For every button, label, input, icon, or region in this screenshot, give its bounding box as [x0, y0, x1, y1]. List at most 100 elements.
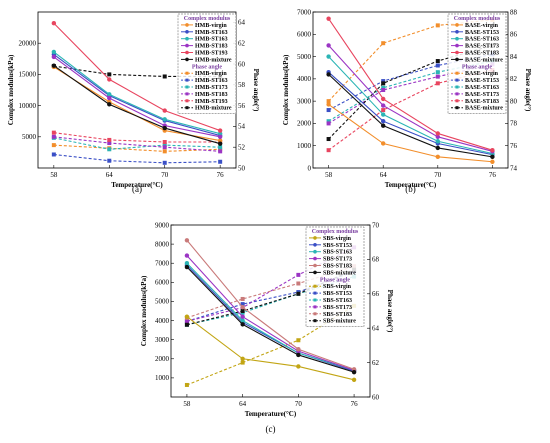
legend-heading: Phase angle: [320, 277, 351, 283]
modulus-line: [186, 255, 355, 371]
panel-label: (c): [266, 424, 276, 434]
phase-angle-point: [240, 302, 245, 307]
y-tick-label: 3000: [155, 336, 170, 344]
y2-tick-label: 54: [238, 123, 246, 131]
phase-angle-point: [381, 79, 386, 84]
modulus-line: [186, 316, 355, 381]
y2-axis-label: Phase angle(°): [386, 290, 394, 333]
phase-angle-point: [381, 81, 386, 86]
modulus-series: [326, 72, 495, 160]
panel-label: (b): [405, 184, 416, 194]
legend-entry: BASE-ST163: [465, 85, 499, 91]
legend-entry: SBS-ST163: [323, 250, 352, 256]
y-tick-label: 0: [308, 164, 312, 172]
modulus-point: [326, 54, 331, 59]
legend-entry: HMB-virgin: [195, 23, 227, 29]
legend-heading: Complex modulus: [454, 16, 501, 22]
legend: Complex modulusSBS-virginSBS-ST153SBS-ST…: [305, 226, 365, 327]
phase-angle-point: [162, 145, 167, 150]
legend-swatch-marker: [313, 284, 317, 288]
legend-entry: HMB-ST183: [195, 92, 228, 98]
y-tick-label: 6000: [297, 31, 312, 39]
modulus-series: [51, 54, 223, 139]
y2-tick-label: 50: [238, 164, 246, 172]
modulus-point: [490, 154, 495, 160]
chart-panel-c: 58 64 70 76 1000 2000 3000 4000 5000 6000 7000 8000…: [140, 221, 394, 434]
legend-swatch-marker: [455, 30, 459, 34]
phase-angle-point: [326, 99, 331, 104]
modulus-line: [328, 104, 493, 163]
phase-angle-point: [435, 23, 440, 28]
phase-angle-series: [51, 135, 223, 152]
modulus-point: [435, 145, 440, 151]
legend-heading: Phase angle: [192, 64, 223, 70]
phase-angle-series: [51, 152, 223, 165]
legend-swatch-marker: [313, 298, 317, 302]
legend-swatch-marker: [185, 106, 189, 110]
y2-tick-label: 52: [238, 144, 246, 152]
legend-entry: SBS-mixture: [323, 319, 356, 325]
phase-angle-point: [162, 160, 167, 165]
legend-swatch-marker: [313, 291, 317, 295]
legend: Complex modulusHMB-virginHMB-ST163HMB-ST…: [177, 13, 237, 114]
plot-frame: [312, 11, 509, 169]
y-tick-label: 6000: [155, 279, 170, 287]
legend-entry: HMB-ST163: [195, 37, 228, 43]
phase-angle-point: [240, 309, 245, 313]
modulus-point: [381, 103, 386, 108]
x-tick-label: 76: [217, 171, 225, 179]
modulus-point: [240, 318, 245, 323]
legend-swatch-marker: [313, 249, 317, 254]
modulus-point: [162, 117, 167, 122]
phase-angle-line: [53, 136, 221, 152]
legend-entry: HMB-virgin: [195, 71, 227, 77]
modulus-line: [186, 262, 355, 371]
phase-angle-point: [218, 145, 223, 150]
x-axis-label: Temperature(°C): [385, 181, 437, 189]
legend-swatch-marker: [455, 36, 459, 41]
modulus-line: [53, 56, 221, 138]
modulus-point: [51, 21, 57, 26]
modulus-point: [184, 264, 190, 270]
phase-angle-point: [51, 130, 56, 135]
phase-angle-point: [435, 70, 440, 75]
chart-panel-b: 58 64 70 76 0 1000 2000 3000 4000 5000 6000 7000 74 7…: [282, 8, 532, 194]
legend-swatch-marker: [185, 92, 189, 96]
y-tick-label: 5000: [155, 298, 170, 306]
y-tick-label: 5000: [22, 133, 37, 141]
modulus-point: [326, 72, 331, 77]
phase-angle-point: [240, 360, 245, 365]
legend-swatch-marker: [455, 57, 459, 62]
modulus-series: [51, 49, 223, 136]
legend-entry: HMB-ST183: [195, 44, 228, 50]
modulus-point: [296, 347, 301, 352]
y2-tick-label: 64: [372, 325, 380, 333]
modulus-point: [435, 134, 440, 139]
phase-angle-point: [326, 148, 331, 153]
modulus-point: [51, 49, 57, 55]
legend-swatch-marker: [313, 243, 317, 247]
legend-swatch-marker: [455, 78, 459, 82]
y2-tick-label: 74: [510, 164, 518, 172]
y-tick-label: 2000: [155, 355, 170, 363]
modulus-line: [186, 239, 355, 370]
modulus-line: [53, 22, 221, 132]
phase-angle-point: [51, 152, 56, 157]
y2-tick-label: 62: [238, 40, 246, 48]
y-tick-label: 8000: [155, 240, 170, 248]
modulus-point: [107, 102, 112, 107]
legend-entry: SBS-ST163: [323, 298, 352, 304]
modulus-point: [240, 304, 245, 310]
legend-swatch-marker: [455, 85, 459, 89]
legend-swatch-marker: [185, 57, 189, 62]
phase-angle-point: [435, 59, 440, 64]
y-tick-label: 15000: [19, 71, 37, 79]
y2-tick-label: 62: [372, 359, 380, 367]
y2-axis-label: Phase angle(°): [252, 69, 260, 112]
y2-tick-label: 66: [372, 290, 380, 298]
legend-heading: Complex modulus: [312, 229, 359, 235]
phase-angle-point: [51, 143, 56, 148]
phase-angle-point: [162, 149, 167, 154]
y2-tick-label: 84: [510, 53, 518, 61]
modulus-point: [107, 77, 112, 82]
